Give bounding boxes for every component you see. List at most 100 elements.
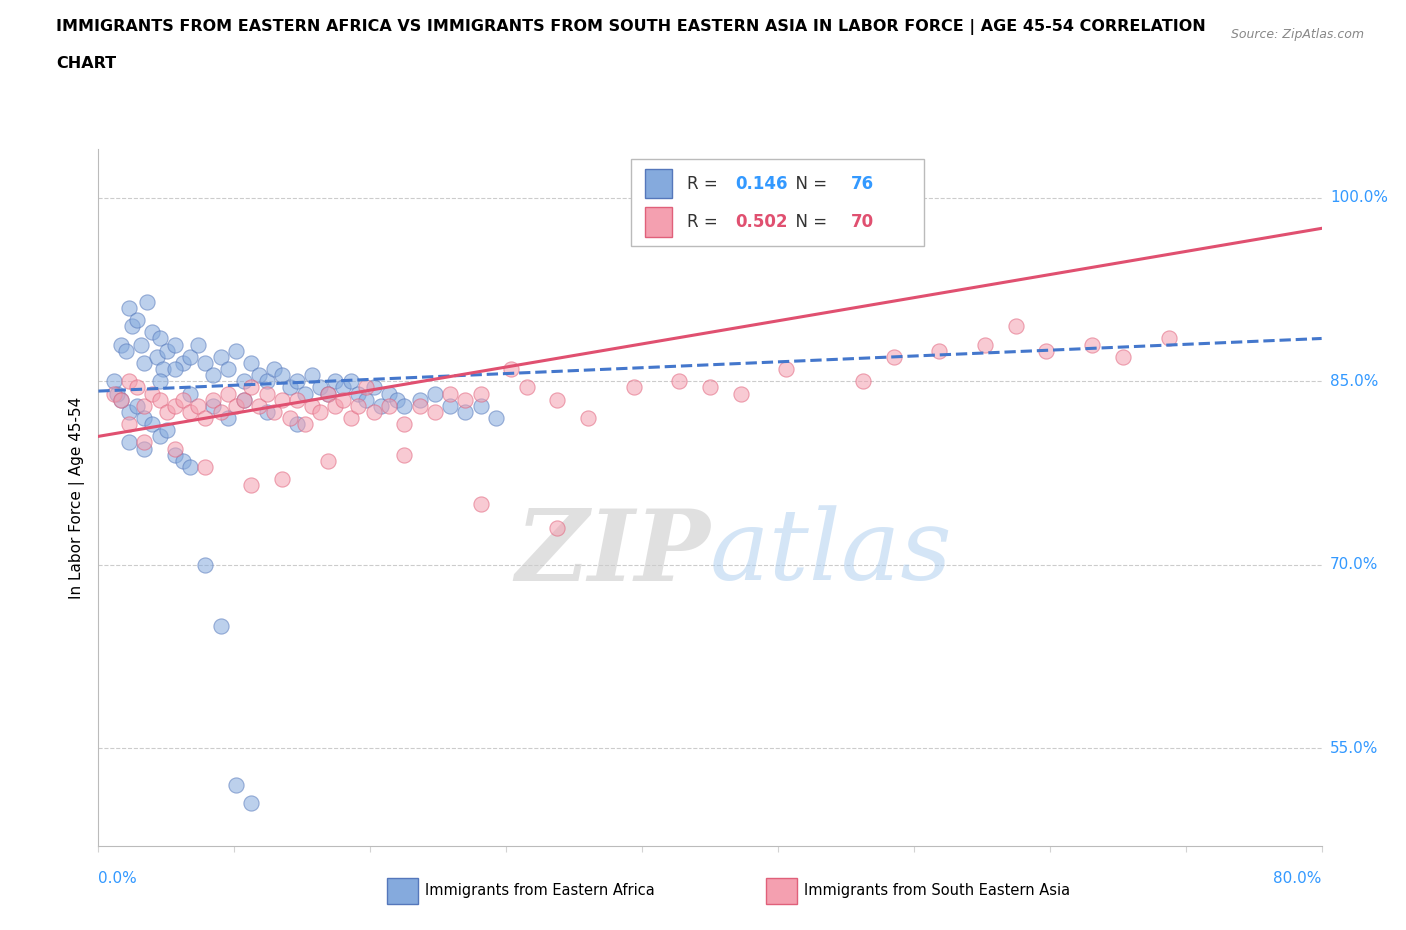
Point [149,374,172,389]
Point [149,392,172,407]
Text: R =: R = [686,175,723,193]
Point [378,398,401,413]
Bar [645,207,672,237]
Text: IMMIGRANTS FROM EASTERN AFRICA VS IMMIGRANTS FROM SOUTH EASTERN ASIA IN LABOR FO: IMMIGRANTS FROM EASTERN AFRICA VS IMMIGR… [56,19,1206,34]
Text: N =: N = [785,175,832,193]
Point [470,398,492,413]
Point [263,362,285,377]
Point [103,374,125,389]
Point [392,417,416,432]
Point [378,386,401,401]
Point [546,521,568,536]
Point [699,380,721,395]
Bar [630,159,924,246]
Point [149,429,172,444]
Point [163,447,186,462]
Point [285,417,308,432]
Point [145,350,167,365]
Text: Immigrants from South Eastern Asia: Immigrants from South Eastern Asia [804,884,1070,898]
Point [118,435,141,450]
Point [141,417,163,432]
Point [187,398,209,413]
Text: Source: ZipAtlas.com: Source: ZipAtlas.com [1230,28,1364,41]
Point [392,398,416,413]
Point [363,380,385,395]
Point [354,392,377,407]
Point [179,405,201,419]
Point [232,392,254,407]
Point [347,398,370,413]
Point [278,380,301,395]
Point [225,398,247,413]
Point [852,374,875,389]
Point [129,338,152,352]
Point [270,472,294,486]
Point [225,343,247,358]
Point [623,380,645,395]
Point [576,410,599,425]
Point [668,374,690,389]
Point [194,459,217,474]
Point [156,343,179,358]
Point [232,392,254,407]
Point [928,343,950,358]
Text: ZIP: ZIP [515,505,710,602]
Point [385,392,408,407]
Point [1035,343,1057,358]
Point [194,410,217,425]
Point [163,398,186,413]
Point [423,405,446,419]
Point [134,355,156,370]
Point [423,386,446,401]
Point [134,410,156,425]
Point [152,362,174,377]
Y-axis label: In Labor Force | Age 45-54: In Labor Force | Age 45-54 [69,396,86,599]
Point [316,386,339,401]
Point [370,398,392,413]
Point [110,338,132,352]
Point [163,362,186,377]
Point [408,398,430,413]
Point [118,300,141,315]
Point [454,392,477,407]
Point [209,405,232,419]
Point [103,386,125,401]
Point [194,557,217,572]
Text: 70: 70 [851,213,873,231]
Point [202,392,225,407]
Point [485,410,508,425]
Point [125,312,148,327]
Point [332,380,354,395]
Point [172,392,194,407]
Point [179,386,201,401]
Point [1157,331,1180,346]
Point [194,355,217,370]
Text: 85.0%: 85.0% [1330,374,1378,389]
Point [217,386,239,401]
Point [118,405,141,419]
Point [149,331,172,346]
Point [121,319,143,334]
Point [316,386,339,401]
Point [172,355,194,370]
Text: 100.0%: 100.0% [1330,191,1388,206]
Point [278,410,301,425]
Text: atlas: atlas [710,506,953,601]
Point [141,325,163,339]
Point [730,386,752,401]
Point [105,386,128,401]
Point [285,374,308,389]
Point [339,374,361,389]
Point [118,374,141,389]
Point [883,350,905,365]
Point [247,398,270,413]
Point [232,374,254,389]
Bar [645,169,672,198]
Point [240,380,263,395]
Point [354,380,377,395]
Point [156,423,179,438]
Point [256,374,278,389]
Point [225,777,247,792]
Point [179,350,201,365]
Point [309,380,332,395]
